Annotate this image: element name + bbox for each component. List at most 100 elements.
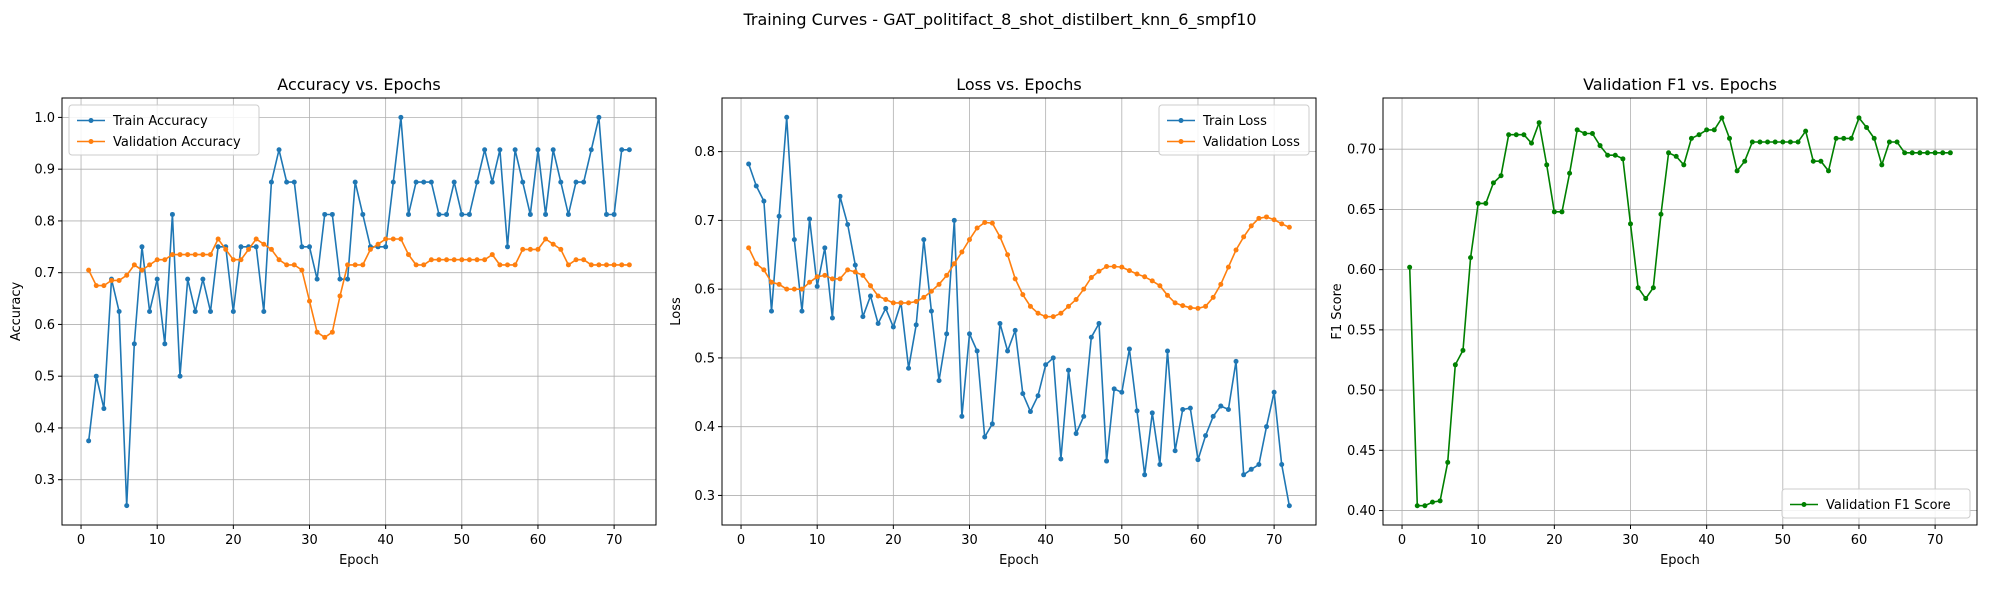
- data-point: [753, 261, 759, 267]
- series-markers-1: [746, 114, 1292, 509]
- x-tick-label: 20: [885, 533, 902, 548]
- data-point: [1498, 173, 1504, 179]
- x-tick-label: 60: [530, 533, 547, 548]
- y-axis-label: F1 Score: [1330, 283, 1345, 339]
- data-point: [299, 267, 305, 273]
- data-point: [1066, 367, 1071, 373]
- x-tick-label: 10: [1470, 533, 1487, 548]
- y-tick-label: 1.0: [34, 111, 55, 126]
- data-point: [1567, 170, 1573, 176]
- data-point: [1407, 264, 1413, 270]
- data-point: [261, 309, 267, 314]
- data-point: [230, 309, 236, 314]
- data-point: [1286, 224, 1292, 230]
- data-point: [1241, 472, 1247, 478]
- data-point: [200, 252, 206, 258]
- data-point: [535, 147, 541, 153]
- plot-frame: [61, 97, 657, 526]
- data-point: [588, 262, 594, 268]
- data-point: [345, 262, 351, 268]
- x-tick-label: 0: [737, 533, 745, 548]
- data-point: [1886, 139, 1892, 145]
- data-point: [474, 179, 480, 185]
- x-tick-label: 30: [301, 533, 318, 548]
- data-point: [1452, 362, 1458, 368]
- data-point: [1864, 125, 1870, 131]
- data-point: [322, 334, 328, 340]
- data-point: [1666, 150, 1672, 156]
- y-tick-label: 0.6: [694, 283, 715, 298]
- chart-panel-2: 0 10 20 30 40 50 60 70 0.3 0.4 0.5 0.6 0.7 0.8 Epoch Lo…: [669, 75, 1317, 568]
- data-point: [1430, 499, 1435, 505]
- legend-box: [68, 104, 260, 156]
- data-point: [337, 293, 343, 299]
- data-point: [890, 300, 896, 306]
- data-point: [428, 257, 434, 263]
- data-point: [746, 161, 752, 167]
- data-point: [459, 257, 465, 263]
- data-point: [936, 378, 942, 384]
- data-point: [1035, 393, 1041, 399]
- data-point: [1612, 152, 1618, 158]
- data-point: [1172, 448, 1178, 454]
- data-point: [875, 293, 881, 299]
- data-point: [208, 252, 213, 258]
- data-point: [352, 179, 358, 185]
- data-point: [1279, 461, 1285, 467]
- data-point: [1536, 120, 1542, 126]
- data-point: [147, 309, 153, 314]
- data-point: [1180, 406, 1186, 412]
- data-point: [1681, 162, 1687, 168]
- data-point: [93, 373, 99, 379]
- data-point: [466, 257, 472, 263]
- data-point: [868, 293, 873, 299]
- data-point: [314, 276, 320, 282]
- data-point: [451, 179, 457, 185]
- data-point: [1157, 461, 1163, 467]
- data-point: [192, 252, 198, 258]
- data-point: [1544, 162, 1550, 168]
- data-point: [1142, 274, 1148, 280]
- data-point: [383, 236, 389, 242]
- chart-title: Accuracy vs. Epochs: [277, 75, 440, 94]
- data-point: [898, 300, 904, 306]
- data-point: [489, 252, 495, 258]
- data-point: [1795, 139, 1801, 145]
- data-point: [1902, 150, 1908, 156]
- data-point: [1529, 140, 1534, 146]
- data-point: [1005, 252, 1011, 258]
- data-point: [951, 217, 957, 223]
- data-point: [604, 262, 609, 268]
- data-point: [791, 237, 797, 243]
- data-point: [989, 421, 995, 427]
- data-point: [906, 365, 912, 371]
- data-point: [837, 276, 843, 282]
- data-point: [1134, 408, 1140, 414]
- data-point: [428, 179, 434, 185]
- data-point: [776, 213, 782, 219]
- data-point: [482, 257, 488, 263]
- x-tick-label: 50: [1114, 533, 1131, 548]
- data-point: [147, 262, 153, 268]
- data-point: [1126, 268, 1132, 274]
- data-point: [1871, 135, 1877, 141]
- data-point: [1894, 139, 1900, 145]
- data-point: [1917, 150, 1923, 156]
- data-point: [1271, 389, 1277, 395]
- data-point: [1650, 285, 1656, 291]
- data-point: [1104, 458, 1110, 464]
- data-point: [845, 267, 851, 273]
- data-point: [474, 257, 480, 263]
- legend-swatch-marker: [1801, 502, 1807, 507]
- x-tick-label: 10: [149, 533, 166, 548]
- data-point: [1711, 127, 1717, 133]
- data-point: [512, 262, 518, 268]
- data-point: [101, 406, 107, 412]
- data-point: [951, 261, 957, 267]
- data-point: [1909, 150, 1915, 156]
- data-point: [192, 309, 198, 314]
- legend-box: [1158, 104, 1310, 156]
- data-point: [997, 321, 1003, 327]
- data-point: [1749, 139, 1755, 145]
